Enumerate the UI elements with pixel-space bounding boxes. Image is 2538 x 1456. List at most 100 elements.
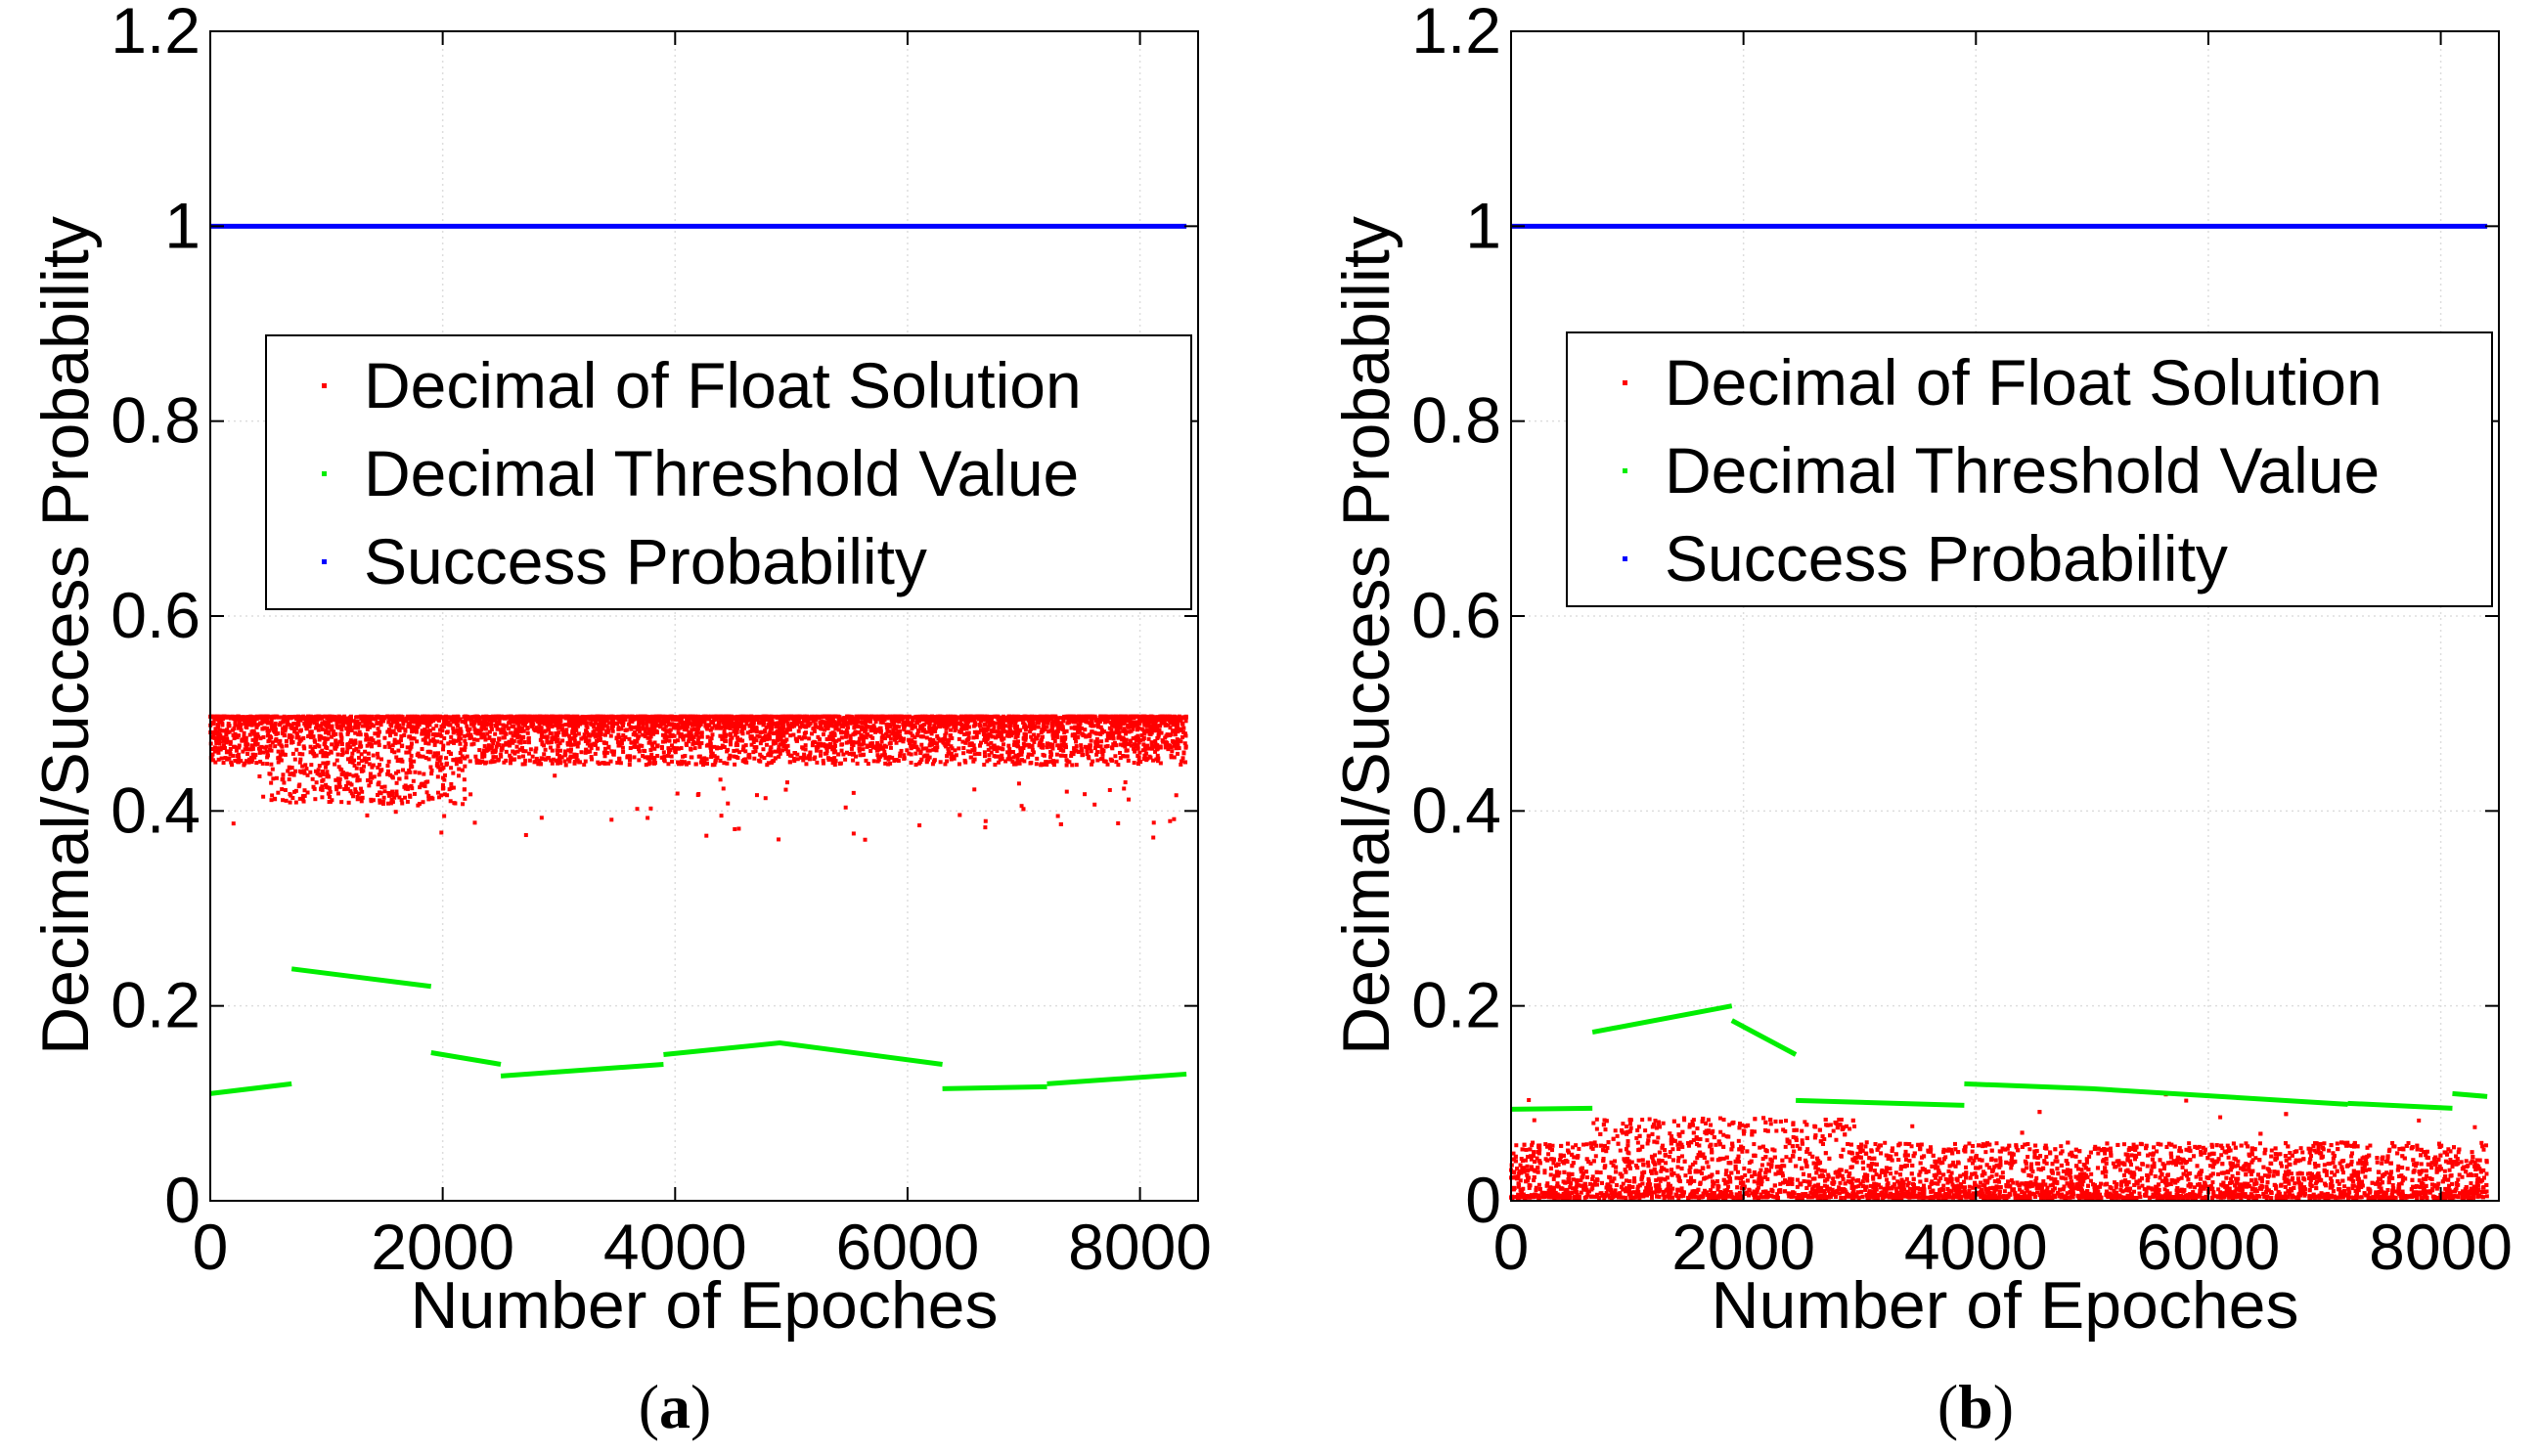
float-point bbox=[539, 731, 544, 736]
float-point bbox=[675, 760, 680, 765]
float-point bbox=[1181, 726, 1186, 730]
float-point bbox=[873, 720, 878, 725]
float-point bbox=[449, 766, 454, 771]
float-point bbox=[870, 728, 875, 732]
float-point bbox=[356, 791, 361, 796]
float-point bbox=[1079, 747, 1084, 752]
float-point bbox=[938, 714, 943, 719]
float-point bbox=[321, 761, 326, 766]
float-point bbox=[729, 714, 734, 719]
float-point bbox=[491, 741, 496, 746]
float-point bbox=[910, 733, 914, 738]
float-point bbox=[414, 729, 419, 734]
float-point bbox=[435, 774, 440, 779]
float-point bbox=[740, 738, 745, 743]
float-point bbox=[556, 752, 560, 757]
float-point bbox=[798, 725, 803, 729]
float-point bbox=[239, 728, 244, 732]
float-point bbox=[332, 729, 336, 734]
float-point bbox=[689, 746, 693, 751]
float-point bbox=[964, 730, 969, 735]
float-point bbox=[417, 771, 422, 775]
float-point bbox=[836, 717, 841, 722]
float-point bbox=[871, 759, 876, 764]
float-point bbox=[1030, 747, 1035, 752]
float-point bbox=[290, 796, 295, 801]
float-point bbox=[920, 746, 925, 751]
float-point bbox=[771, 738, 776, 743]
float-point bbox=[213, 760, 218, 765]
float-point bbox=[1107, 787, 1112, 792]
float-point bbox=[1106, 715, 1111, 720]
float-point bbox=[1125, 724, 1130, 728]
float-point bbox=[432, 751, 437, 756]
float-point bbox=[620, 723, 625, 728]
float-point bbox=[352, 763, 357, 768]
float-point bbox=[382, 784, 387, 789]
float-point bbox=[939, 719, 944, 724]
float-point bbox=[562, 749, 567, 754]
float-point bbox=[302, 715, 307, 720]
float-point bbox=[339, 768, 344, 772]
float-point bbox=[1084, 714, 1089, 719]
float-point bbox=[879, 715, 884, 720]
float-point bbox=[449, 734, 454, 739]
float-point bbox=[734, 729, 738, 734]
float-point bbox=[442, 792, 447, 797]
float-point bbox=[489, 724, 494, 728]
float-point bbox=[896, 716, 901, 721]
float-point bbox=[554, 723, 558, 728]
float-point bbox=[583, 739, 588, 744]
float-point bbox=[412, 791, 417, 796]
float-point bbox=[422, 772, 426, 776]
float-point bbox=[463, 756, 468, 761]
float-point bbox=[1022, 725, 1027, 729]
float-point bbox=[984, 732, 989, 737]
float-point bbox=[308, 770, 313, 774]
float-point bbox=[365, 743, 370, 748]
float-point bbox=[1073, 735, 1078, 740]
float-point bbox=[930, 762, 935, 767]
float-point bbox=[334, 738, 338, 743]
float-point bbox=[295, 732, 300, 737]
float-point bbox=[822, 742, 826, 747]
float-point bbox=[1042, 723, 1046, 728]
float-point bbox=[556, 744, 560, 749]
float-point bbox=[997, 726, 1002, 730]
float-point bbox=[687, 739, 691, 744]
float-point bbox=[351, 719, 356, 724]
float-point bbox=[737, 750, 742, 755]
float-point bbox=[925, 748, 930, 753]
float-point bbox=[265, 726, 270, 730]
float-point bbox=[907, 751, 912, 756]
float-point bbox=[861, 753, 866, 758]
float-point bbox=[563, 723, 568, 728]
float-point bbox=[289, 737, 293, 742]
float-point bbox=[836, 752, 841, 757]
float-point bbox=[780, 728, 785, 732]
float-point bbox=[1135, 723, 1139, 728]
float-point bbox=[216, 757, 221, 762]
float-point bbox=[616, 727, 621, 731]
float-point bbox=[641, 732, 646, 737]
float-point bbox=[1064, 728, 1069, 733]
float-point bbox=[448, 739, 453, 744]
float-point bbox=[269, 718, 274, 723]
float-point bbox=[542, 714, 547, 719]
float-point bbox=[463, 747, 468, 752]
float-point bbox=[286, 723, 290, 728]
float-point bbox=[922, 722, 927, 727]
float-point bbox=[549, 758, 554, 763]
float-point bbox=[743, 743, 748, 748]
float-point bbox=[640, 715, 645, 720]
float-point bbox=[579, 750, 584, 755]
float-point bbox=[410, 725, 415, 729]
float-point bbox=[356, 732, 361, 737]
float-point bbox=[679, 746, 684, 751]
float-point bbox=[558, 761, 563, 766]
float-point bbox=[697, 744, 702, 749]
float-point bbox=[432, 742, 437, 747]
float-point bbox=[927, 726, 932, 730]
float-point bbox=[583, 718, 588, 723]
float-point bbox=[831, 719, 836, 724]
